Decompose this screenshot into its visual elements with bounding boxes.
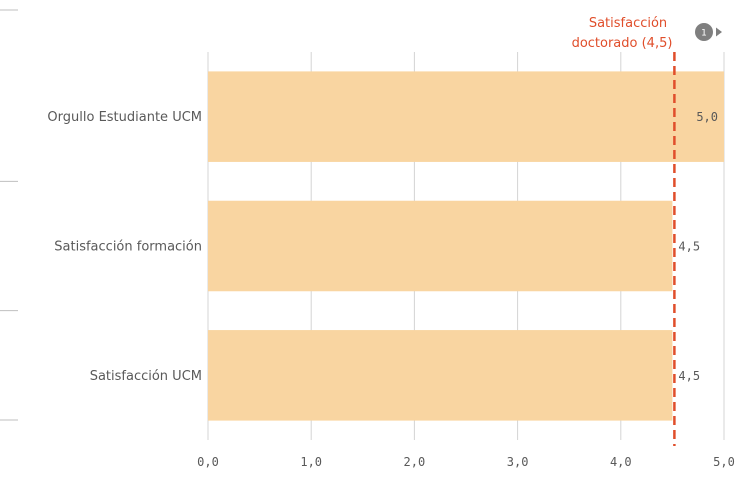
category-labels: Orgullo Estudiante UCM Satisfacción forma… — [47, 110, 202, 384]
reference-line-group: Satisfacción doctorado (4,5) — [572, 16, 676, 446]
bars — [208, 71, 724, 421]
value-labels: 5,0 4,5 4,5 — [678, 110, 718, 383]
bar-1[interactable] — [208, 200, 673, 292]
x-tick-label-0: 0,0 — [197, 455, 219, 469]
reference-line-label-line2: doctorado (4,5) — [572, 36, 673, 51]
category-label-1: Satisfacción formación — [54, 240, 202, 255]
x-tick-label-2: 2,0 — [404, 455, 426, 469]
bar-2[interactable] — [208, 330, 673, 421]
category-label-0: Orgullo Estudiante UCM — [47, 110, 202, 125]
x-tick-label-5: 5,0 — [713, 455, 735, 469]
x-tick-label-4: 4,0 — [610, 455, 632, 469]
reference-line-label-line1: Satisfacción — [589, 16, 667, 31]
bar-0[interactable] — [208, 71, 724, 162]
play-arrow-icon[interactable] — [716, 27, 722, 37]
x-tick-label-1: 1,0 — [300, 455, 322, 469]
x-tick-label-3: 3,0 — [507, 455, 529, 469]
badge-circle[interactable] — [695, 23, 713, 41]
value-label-1: 4,5 — [678, 240, 700, 254]
category-label-2: Satisfacción UCM — [90, 369, 202, 384]
badge-count: 1 — [701, 29, 707, 39]
x-axis: 0,0 1,0 2,0 3,0 4,0 5,0 — [197, 455, 735, 469]
category-separator-ticks — [0, 9, 18, 421]
value-label-0: 5,0 — [696, 110, 718, 124]
value-label-2: 4,5 — [678, 369, 700, 383]
annotation-badge[interactable]: 1 — [695, 23, 722, 41]
